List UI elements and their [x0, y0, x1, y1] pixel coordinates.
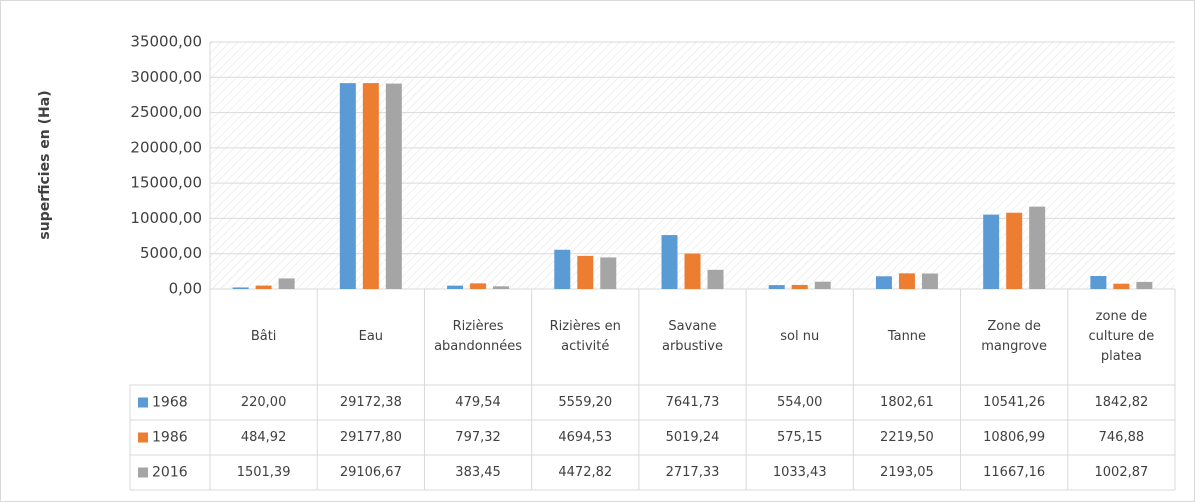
table-value: 1842,82 — [1095, 395, 1149, 410]
bar — [554, 249, 571, 289]
table-value: 220,00 — [241, 395, 287, 410]
bar — [470, 283, 487, 289]
y-tick-label: 15000,00 — [130, 174, 202, 192]
bar — [1029, 206, 1046, 289]
bar — [791, 284, 808, 289]
bar — [1090, 275, 1107, 289]
bar — [875, 276, 892, 289]
x-tick-label: Eau — [358, 329, 384, 344]
category-cell: Eau — [358, 329, 384, 344]
bar — [362, 83, 379, 289]
table-value: 2193,05 — [880, 465, 934, 480]
table-value: 554,00 — [777, 395, 823, 410]
bar — [921, 273, 938, 289]
bar — [600, 257, 617, 289]
legend-swatch — [138, 432, 148, 443]
category-cell: Tanne — [887, 329, 927, 344]
bar — [278, 278, 295, 289]
x-tick-label: sol nu — [780, 329, 820, 344]
y-tick-label: 35000,00 — [130, 33, 202, 51]
table-value: 4472,82 — [558, 465, 612, 480]
bar — [661, 235, 678, 289]
legend-swatch — [138, 397, 148, 408]
table-value: 5019,24 — [666, 430, 720, 445]
y-tick-label: 30000,00 — [130, 68, 202, 86]
legend-label: 2016 — [152, 465, 188, 481]
table-value: 4694,53 — [558, 430, 612, 445]
table-value: 2717,33 — [666, 465, 720, 480]
bar — [339, 83, 356, 290]
category-cell: Savane arbustive — [661, 319, 723, 354]
table-value: 1002,87 — [1095, 465, 1149, 480]
table-value: 479,54 — [455, 395, 501, 410]
table-value: 11667,16 — [983, 465, 1045, 480]
x-tick-label: Tanne — [887, 329, 927, 344]
category-cell: Bâti — [250, 329, 277, 344]
category-cell: zone de culture de platea — [1088, 309, 1155, 364]
x-tick-label: Zone de mangrove — [981, 319, 1048, 354]
x-tick-label: Savane arbustive — [661, 319, 723, 354]
table-value: 2219,50 — [880, 430, 934, 445]
y-axis-label: superficies en (Ha) — [37, 90, 53, 239]
bar — [898, 273, 915, 289]
legend-swatch — [138, 467, 148, 478]
x-tick-label: Rizières abandonnées — [434, 319, 522, 354]
table-value: 575,15 — [777, 430, 823, 445]
bar — [814, 281, 831, 289]
category-cell: Zone de mangrove — [981, 319, 1048, 354]
bar — [232, 287, 249, 289]
bar — [684, 253, 701, 289]
bar — [707, 269, 724, 289]
table-value: 29106,67 — [340, 465, 402, 480]
bar — [255, 285, 272, 289]
bar — [1006, 212, 1023, 289]
bar — [577, 255, 594, 289]
table-value: 1501,39 — [237, 465, 291, 480]
table-value: 10806,99 — [983, 430, 1045, 445]
y-tick-label: 0,00 — [169, 280, 202, 298]
category-cell: Rizières abandonnées — [434, 319, 522, 354]
bar — [1136, 281, 1153, 289]
category-cell: sol nu — [780, 329, 820, 344]
y-tick-label: 5000,00 — [140, 244, 202, 262]
x-tick-label: zone de culture de platea — [1088, 309, 1155, 364]
x-tick-label: Bâti — [250, 329, 277, 344]
table-value: 1033,43 — [773, 465, 827, 480]
y-tick-label: 10000,00 — [130, 209, 202, 227]
bar — [447, 285, 464, 289]
legend-label: 1986 — [152, 430, 188, 446]
table-value: 10541,26 — [983, 395, 1045, 410]
bar — [983, 214, 1000, 289]
table-value: 5559,20 — [558, 395, 612, 410]
category-cell: Rizières en activité — [549, 319, 621, 354]
y-tick-label: 20000,00 — [130, 138, 202, 156]
table-value: 7641,73 — [666, 395, 720, 410]
table-value: 29172,38 — [340, 395, 402, 410]
table-value: 1802,61 — [880, 395, 934, 410]
table-value: 797,32 — [455, 430, 501, 445]
table-value: 746,88 — [1099, 430, 1145, 445]
table-value: 484,92 — [241, 430, 287, 445]
table-value: 29177,80 — [340, 430, 402, 445]
bar — [385, 83, 402, 289]
bar — [493, 286, 510, 289]
y-tick-label: 25000,00 — [130, 103, 202, 121]
table-value: 383,45 — [455, 465, 501, 480]
legend-label: 1968 — [152, 395, 188, 411]
bar — [768, 285, 785, 289]
x-tick-label: Rizières en activité — [549, 319, 621, 354]
bar — [1113, 283, 1130, 289]
